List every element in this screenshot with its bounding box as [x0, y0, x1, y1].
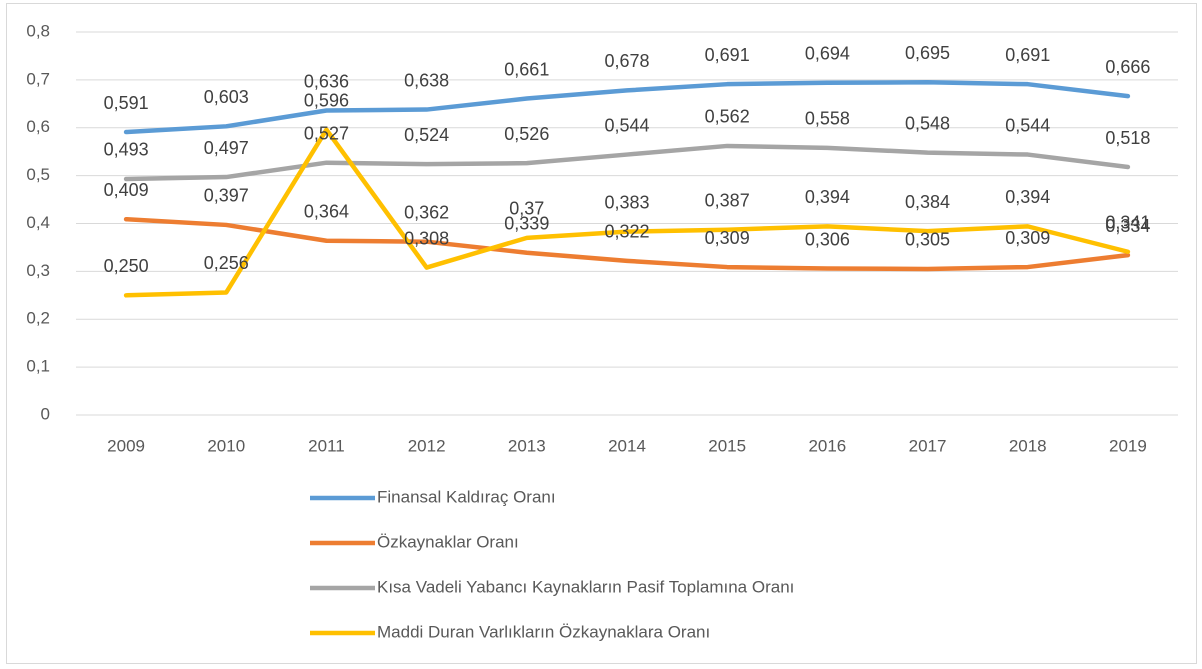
data-label: 0,666: [1105, 57, 1150, 77]
data-label: 0,384: [905, 192, 950, 212]
data-label: 0,694: [805, 43, 850, 63]
x-tick-label: 2012: [408, 436, 446, 455]
data-label: 0,591: [104, 93, 149, 113]
data-label: 0,524: [404, 125, 449, 145]
data-label: 0,493: [104, 140, 149, 160]
data-label: 0,527: [304, 123, 349, 143]
data-label: 0,305: [905, 230, 950, 250]
data-label: 0,397: [204, 186, 249, 206]
x-tick-label: 2016: [808, 436, 846, 455]
legend-label: Özkaynaklar Oranı: [377, 532, 519, 551]
x-tick-label: 2009: [107, 436, 145, 455]
data-label: 0,409: [104, 180, 149, 200]
data-label: 0,362: [404, 202, 449, 222]
data-label: 0,387: [705, 190, 750, 210]
data-label: 0,548: [905, 113, 950, 133]
y-tick-label: 0,1: [26, 357, 50, 376]
data-label: 0,691: [1005, 45, 1050, 65]
series-line: [123, 143, 1131, 182]
x-tick-label: 2018: [1009, 436, 1047, 455]
data-label: 0,334: [1105, 216, 1150, 236]
data-label: 0,558: [805, 109, 850, 129]
data-label: 0,596: [304, 90, 349, 110]
y-tick-label: 0,7: [26, 69, 50, 88]
data-label: 0,544: [1005, 115, 1050, 135]
data-label: 0,497: [204, 138, 249, 158]
data-label: 0,394: [1005, 187, 1050, 207]
series-line: [123, 127, 1131, 298]
data-label: 0,678: [604, 51, 649, 71]
data-label: 0,638: [404, 70, 449, 90]
y-tick-label: 0,2: [26, 309, 50, 328]
data-label: 0,383: [604, 192, 649, 212]
data-label: 0,661: [504, 59, 549, 79]
x-tick-label: 2017: [909, 436, 947, 455]
series-line: [123, 80, 1131, 135]
data-label: 0,394: [805, 187, 850, 207]
y-tick-label: 0,8: [26, 21, 50, 40]
data-label: 0,256: [204, 253, 249, 273]
chart-border: [6, 3, 1197, 664]
data-label: 0,544: [604, 115, 649, 135]
legend-label: Kısa Vadeli Yabancı Kaynakların Pasif To…: [377, 577, 794, 596]
x-tick-label: 2010: [207, 436, 245, 455]
x-tick-label: 2019: [1109, 436, 1147, 455]
y-tick-label: 0,5: [26, 165, 50, 184]
data-label: 0,250: [104, 256, 149, 276]
data-label: 0,526: [504, 124, 549, 144]
legend-label: Maddi Duran Varlıkların Özkaynaklara Ora…: [377, 622, 710, 641]
data-label: 0,636: [304, 71, 349, 91]
series-line: [123, 216, 1131, 272]
data-label: 0,309: [705, 228, 750, 248]
data-label: 0,603: [204, 87, 249, 107]
y-tick-label: 0,3: [26, 261, 50, 280]
y-tick-label: 0: [41, 404, 50, 423]
data-label: 0,339: [504, 213, 549, 233]
data-label: 0,518: [1105, 128, 1150, 148]
y-tick-label: 0,6: [26, 117, 50, 136]
data-label: 0,695: [905, 43, 950, 63]
data-label: 0,306: [805, 229, 850, 249]
y-tick-label: 0,4: [26, 213, 50, 232]
legend-label: Finansal Kaldıraç Oranı: [377, 487, 556, 506]
x-tick-label: 2011: [308, 436, 345, 455]
x-tick-label: 2014: [608, 436, 646, 455]
x-tick-label: 2015: [708, 436, 746, 455]
x-tick-label: 2013: [508, 436, 546, 455]
data-label: 0,364: [304, 201, 349, 221]
data-label: 0,37: [509, 199, 544, 219]
data-label: 0,562: [705, 107, 750, 127]
data-label: 0,309: [1005, 228, 1050, 248]
data-label: 0,691: [705, 45, 750, 65]
data-label: 0,341: [1105, 212, 1150, 232]
data-label: 0,322: [604, 222, 649, 242]
data-label: 0,308: [404, 228, 449, 248]
